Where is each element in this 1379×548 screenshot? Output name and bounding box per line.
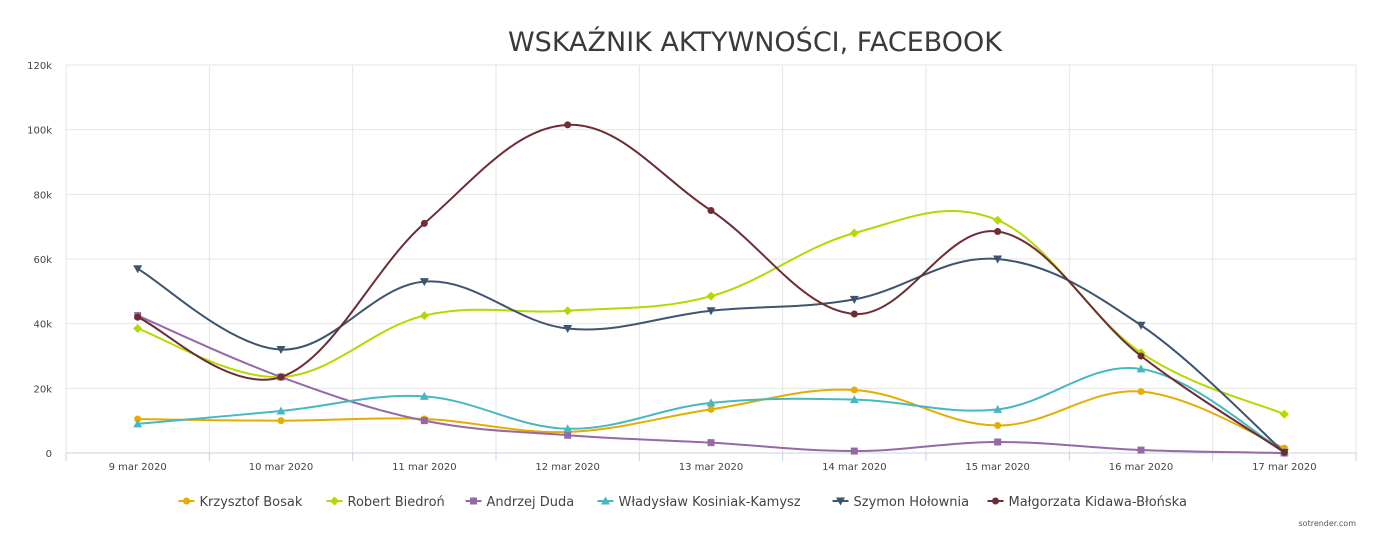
- data-point: [277, 373, 285, 381]
- legend-marker: [183, 497, 190, 505]
- legend-item: Krzysztof Bosak: [178, 495, 303, 510]
- data-point: [1137, 388, 1145, 396]
- data-point: [276, 406, 286, 415]
- data-point: [134, 313, 142, 321]
- data-point: [850, 386, 858, 394]
- grid: [65, 64, 1357, 454]
- data-point: [994, 438, 1002, 446]
- legend-label: Szymon Hołownia: [854, 495, 970, 510]
- data-point: [1279, 409, 1289, 419]
- y-tick-label: 120k: [27, 61, 52, 72]
- legend: Krzysztof Bosak Robert Biedroń Andrzej Dud…: [178, 495, 1187, 510]
- data-point: [706, 291, 716, 301]
- data-point: [133, 419, 143, 428]
- data-point: [707, 405, 715, 413]
- y-tick-label: 40k: [33, 320, 52, 331]
- x-tick-label: 16 mar 2020: [1109, 462, 1174, 473]
- legend-marker: [601, 496, 610, 505]
- data-point: [276, 346, 286, 355]
- data-point: [1280, 448, 1288, 456]
- legend-label: Robert Biedroń: [348, 495, 445, 510]
- data-point: [849, 395, 859, 404]
- data-point: [134, 415, 142, 423]
- legend-marker: [470, 497, 477, 505]
- legend-marker: [836, 497, 845, 506]
- data-point: [419, 311, 429, 321]
- data-point: [1137, 446, 1145, 454]
- data-point: [1137, 352, 1145, 360]
- data-point: [706, 307, 716, 316]
- y-tick-label: 60k: [33, 255, 52, 266]
- data-point: [707, 207, 715, 214]
- data-point: [563, 424, 573, 433]
- legend-item: Władysław Kosiniak-Kamysz: [597, 495, 801, 510]
- data-point: [1136, 321, 1146, 330]
- legend-label: Andrzej Duda: [487, 495, 575, 510]
- data-point: [994, 422, 1002, 430]
- x-tick-label: 10 mar 2020: [249, 462, 314, 473]
- data-point: [849, 295, 859, 304]
- x-tick-label: 17 mar 2020: [1252, 462, 1317, 473]
- data-point: [419, 278, 429, 287]
- legend-label: Krzysztof Bosak: [200, 495, 303, 510]
- data-point: [993, 404, 1003, 413]
- legend-item: Andrzej Duda: [465, 495, 575, 510]
- data-point: [850, 447, 858, 455]
- credit-label: sotrender.com: [1299, 519, 1357, 528]
- legend-label: Władysław Kosiniak-Kamysz: [619, 495, 801, 510]
- data-point: [1136, 364, 1146, 373]
- legend-marker: [330, 496, 339, 506]
- data-point: [993, 255, 1003, 264]
- data-point: [133, 265, 143, 274]
- data-point: [850, 310, 858, 318]
- data-point: [419, 391, 429, 400]
- data-point: [420, 219, 428, 227]
- x-tick-label: 9 mar 2020: [109, 462, 167, 473]
- x-tick-label: 12 mar 2020: [535, 462, 600, 473]
- series-6: [134, 121, 1288, 456]
- x-tick-label: 14 mar 2020: [822, 462, 887, 473]
- legend-marker: [992, 497, 999, 505]
- data-point: [564, 121, 572, 129]
- legend-item: Robert Biedroń: [326, 495, 445, 510]
- data-point: [707, 439, 715, 447]
- series-group: [133, 121, 1289, 457]
- data-point: [849, 228, 859, 238]
- chart-title: WSKAŹNIK AKTYWNOŚCI, FACEBOOK: [508, 26, 1003, 58]
- y-tick-label: 0: [46, 449, 52, 460]
- y-tick-label: 80k: [33, 190, 52, 201]
- data-point: [993, 215, 1003, 225]
- data-point: [420, 417, 428, 425]
- data-point: [564, 431, 572, 439]
- data-point: [994, 228, 1002, 236]
- y-tick-label: 20k: [33, 384, 52, 395]
- y-axis: 0 20k 40k 60k 80k 100k 120k: [27, 61, 52, 460]
- legend-label: Małgorzata Kidawa-Błońska: [1009, 495, 1187, 510]
- data-point: [133, 324, 143, 334]
- data-point: [563, 306, 573, 316]
- x-tick-label: 13 mar 2020: [679, 462, 744, 473]
- data-point: [563, 325, 573, 334]
- data-point: [277, 417, 285, 425]
- data-point: [706, 398, 716, 407]
- y-tick-label: 100k: [27, 126, 52, 137]
- x-tick-label: 11 mar 2020: [392, 462, 457, 473]
- legend-item: Szymon Hołownia: [832, 495, 970, 510]
- legend-item: Małgorzata Kidawa-Błońska: [987, 495, 1187, 510]
- x-tick-label: 15 mar 2020: [965, 462, 1030, 473]
